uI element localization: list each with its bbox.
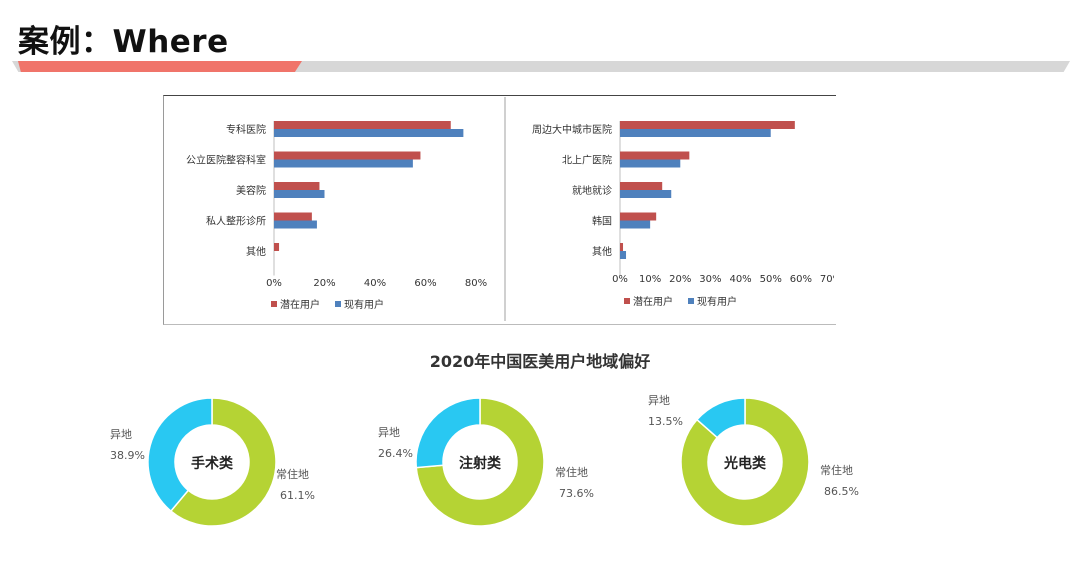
- x-tick-label: 30%: [699, 274, 721, 285]
- x-tick-label: 0%: [612, 274, 628, 285]
- title-underline-gray: [12, 61, 1070, 72]
- donut-label-home: 常住地: [820, 463, 853, 477]
- panel-divider: [504, 97, 506, 321]
- donut-value-away: 38.9%: [110, 449, 145, 462]
- bar-potential: [620, 151, 690, 160]
- bar-potential: [620, 182, 663, 190]
- category-label: 其他: [592, 245, 612, 258]
- bar-potential: [620, 121, 795, 129]
- x-tick-label: 40%: [364, 278, 386, 289]
- x-tick-label: 60%: [414, 278, 436, 289]
- x-tick-label: 0%: [266, 278, 282, 289]
- legend-swatch: [271, 301, 277, 307]
- bar-existing: [274, 159, 413, 168]
- bar-existing: [620, 251, 627, 259]
- x-tick-label: 20%: [313, 278, 335, 289]
- donut-slice-away: [695, 397, 746, 439]
- x-tick-label: 20%: [669, 274, 691, 285]
- bar-existing: [620, 190, 672, 198]
- donut-section-title: 2020年中国医美用户地域偏好: [429, 352, 651, 371]
- category-label: 其他: [246, 245, 266, 258]
- category-label: 专科医院: [226, 123, 266, 136]
- bar-potential: [274, 182, 320, 190]
- donut-charts: 手术类 异地 38.9% 常住地 61.1% 注射类 异地 26.4% 常住地 73.6% 光电类 异…: [110, 394, 859, 527]
- category-label: 就地就诊: [572, 184, 612, 197]
- donut-value-home: 61.1%: [280, 489, 315, 502]
- category-label: 周边大中城市医院: [532, 123, 612, 136]
- donut-center-label: 光电类: [723, 455, 767, 472]
- category-label: 韩国: [592, 215, 612, 228]
- donut-slice-away: [147, 397, 213, 513]
- category-label: 私人整形诊所: [206, 215, 266, 228]
- bar-potential: [274, 121, 451, 129]
- legend-label: 潜在用户: [633, 295, 673, 308]
- donut-value-away: 13.5%: [648, 415, 683, 428]
- page-title: 案例：Where: [18, 24, 229, 60]
- legend-label: 现有用户: [697, 295, 737, 308]
- bar-existing: [274, 129, 464, 137]
- donut-value-away: 26.4%: [378, 447, 413, 460]
- bar-existing: [274, 190, 325, 198]
- bar-potential: [620, 243, 624, 251]
- donut-label-away: 异地: [378, 426, 400, 439]
- title-underline-accent: [18, 61, 302, 72]
- legend-swatch: [688, 298, 694, 304]
- legend-label: 现有用户: [344, 298, 384, 311]
- bar-potential: [620, 212, 657, 221]
- donut-slice-home: [169, 397, 277, 527]
- x-tick-label: 50%: [760, 274, 782, 285]
- bar-potential: [274, 151, 421, 160]
- donut-center-label: 手术类: [191, 455, 234, 472]
- bar-existing: [274, 220, 317, 229]
- donut-value-home: 86.5%: [824, 485, 859, 498]
- donut-value-home: 73.6%: [559, 487, 594, 500]
- x-tick-label: 80%: [465, 278, 487, 289]
- bar-potential: [274, 243, 280, 251]
- donut-slice-home: [415, 397, 545, 527]
- donut-slice-home: [680, 397, 810, 527]
- donut-label-away: 异地: [648, 394, 670, 407]
- x-tick-label: 40%: [729, 274, 751, 285]
- x-tick-label: 70%: [820, 274, 834, 285]
- x-tick-label: 60%: [790, 274, 812, 285]
- bar-existing: [620, 129, 771, 137]
- donut-label-home: 常住地: [276, 467, 309, 481]
- category-label: 公立医院整容科室: [186, 154, 266, 167]
- legend-swatch: [335, 301, 341, 307]
- donut-center-label: 注射类: [459, 455, 502, 472]
- bar-existing: [620, 220, 651, 229]
- legend-label: 潜在用户: [280, 298, 320, 311]
- category-label: 北上广医院: [562, 154, 612, 167]
- donut-label-home: 常住地: [555, 465, 588, 479]
- category-label: 美容院: [236, 184, 266, 197]
- donut-label-away: 异地: [110, 428, 132, 441]
- legend-swatch: [624, 298, 630, 304]
- x-tick-label: 10%: [639, 274, 661, 285]
- bar-potential: [274, 212, 312, 221]
- bar-existing: [620, 159, 681, 168]
- donut-slice-away: [415, 397, 481, 469]
